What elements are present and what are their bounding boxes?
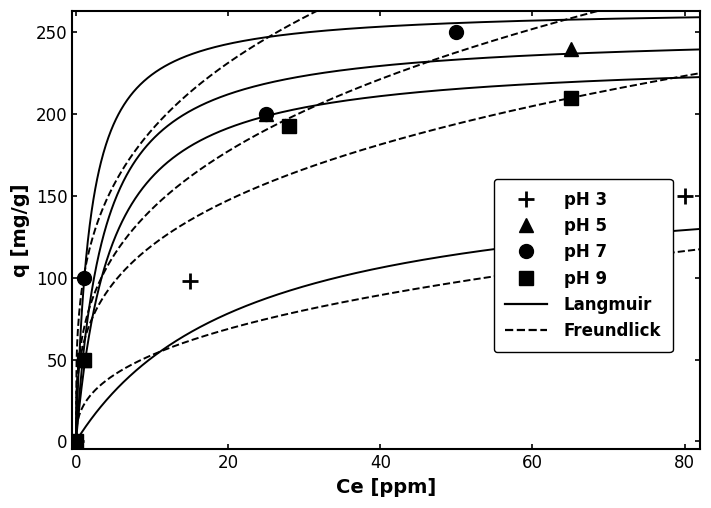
Legend: pH 3, pH 5, pH 7, pH 9, Langmuir, Freundlick: pH 3, pH 5, pH 7, pH 9, Langmuir, Freund… bbox=[493, 179, 673, 352]
X-axis label: Ce [ppm]: Ce [ppm] bbox=[336, 478, 436, 497]
Y-axis label: q [mg/g]: q [mg/g] bbox=[11, 183, 30, 277]
